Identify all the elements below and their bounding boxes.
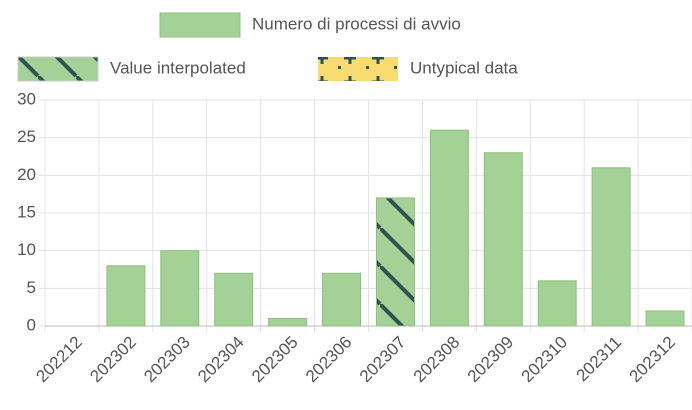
y-tick-label: 20 (17, 165, 36, 184)
bar (322, 272, 362, 327)
bar (214, 272, 254, 327)
bar (375, 197, 415, 327)
y-tick-label: 0 (27, 315, 36, 334)
y-tick-label: 5 (27, 278, 36, 297)
x-tick-label: 202310 (518, 333, 572, 387)
bar (106, 265, 146, 327)
x-tick-label: 202306 (302, 333, 356, 387)
bar (160, 250, 200, 327)
y-tick-label: 25 (17, 127, 36, 146)
legend-label: Value interpolated (110, 58, 246, 77)
bar (537, 280, 577, 327)
bar (645, 310, 685, 327)
x-tick-label: 202308 (410, 333, 464, 387)
bar (268, 317, 308, 327)
legend-label: Untypical data (410, 58, 518, 77)
x-tick-label: 202307 (356, 333, 410, 387)
x-tick-label: 202303 (140, 333, 194, 387)
legend-swatch (318, 57, 398, 81)
x-tick-label: 202311 (572, 333, 625, 386)
legend-label: Numero di processi di avvio (252, 14, 461, 33)
x-tick-label: 202304 (194, 333, 248, 387)
bar (591, 167, 631, 327)
bar (483, 152, 523, 327)
y-tick-label: 30 (17, 89, 36, 108)
x-tick-label: 202212 (32, 333, 86, 387)
legend-swatch (159, 12, 241, 38)
x-tick-label: 202312 (625, 333, 679, 387)
bar (429, 129, 469, 327)
legend-swatch (17, 56, 99, 82)
x-tick-label: 202305 (248, 333, 302, 387)
y-tick-label: 10 (17, 240, 36, 259)
x-tick-label: 202309 (464, 333, 518, 387)
x-tick-label: 202302 (86, 333, 140, 387)
y-tick-label: 15 (17, 202, 36, 221)
